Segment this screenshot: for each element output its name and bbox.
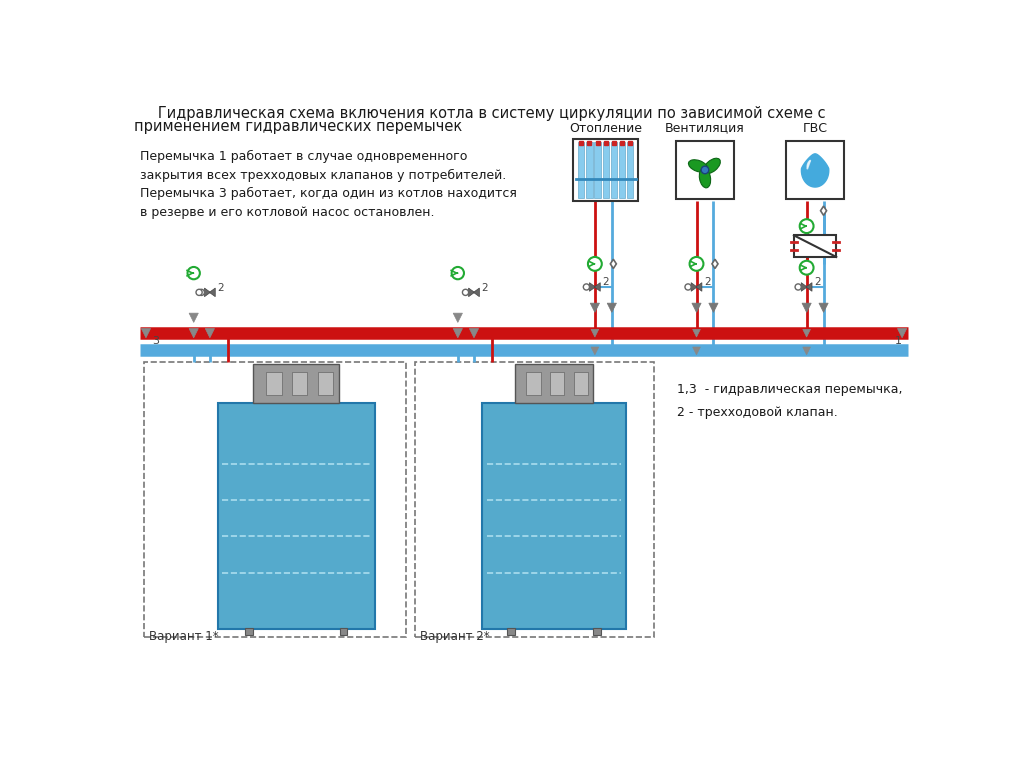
Circle shape [187,267,200,280]
Bar [794,235,837,257]
Text: применением гидравлических перемычек: применением гидравлических перемычек [134,119,463,134]
Polygon shape [820,206,826,215]
Polygon shape [802,154,828,187]
Ellipse shape [703,158,720,174]
Polygon shape [692,303,701,313]
Text: Вентиляция: Вентиляция [666,121,744,134]
Bar [340,627,347,635]
Polygon shape [696,283,701,291]
Polygon shape [803,347,810,355]
Polygon shape [607,303,616,313]
Bar [218,403,375,629]
Text: 2: 2 [814,277,821,287]
Text: Перемычка 1 работает в случае одновременного
закрытия всех трехходовых клапанов : Перемычка 1 работает в случае одновремен… [140,150,517,219]
Polygon shape [594,283,600,291]
Bar [507,627,515,635]
Polygon shape [454,313,463,323]
Circle shape [196,290,202,296]
Polygon shape [469,288,474,296]
Text: 1: 1 [894,336,901,346]
Polygon shape [591,347,599,355]
Circle shape [199,290,205,296]
Text: 1,3  - гидравлическая перемычка,
2 - трехходовой клапан.: 1,3 - гидравлическая перемычка, 2 - трех… [677,383,903,419]
Polygon shape [610,260,616,269]
Text: Вариант 2*: Вариант 2* [420,630,489,643]
Bar [676,141,734,199]
Text: 2: 2 [217,283,224,293]
Bar [579,142,585,197]
Polygon shape [692,329,700,337]
Polygon shape [712,260,718,269]
Polygon shape [807,161,811,169]
Bar [618,142,625,197]
Bar [602,142,608,197]
Bar [587,142,593,197]
Circle shape [685,284,691,290]
Bar [595,142,601,197]
Text: 2: 2 [602,277,609,287]
Polygon shape [205,288,210,296]
Bar [573,372,588,396]
Ellipse shape [699,168,711,188]
Bar [526,372,541,396]
Polygon shape [189,313,199,323]
Polygon shape [473,288,479,296]
Circle shape [588,257,602,271]
Bar [482,403,626,629]
Polygon shape [591,329,599,337]
Circle shape [800,219,813,233]
Polygon shape [802,303,811,313]
Polygon shape [469,329,478,338]
Polygon shape [205,329,214,338]
Bar [266,372,282,396]
Text: 2: 2 [481,283,488,293]
Text: 3: 3 [153,336,159,346]
Polygon shape [709,303,718,313]
Bar [416,362,654,637]
Polygon shape [897,329,906,338]
Polygon shape [801,283,807,291]
Circle shape [795,284,801,290]
Bar [550,372,564,396]
Bar [627,142,633,197]
Polygon shape [691,283,697,291]
Polygon shape [819,303,828,313]
Bar [253,365,340,403]
Polygon shape [692,347,700,355]
Bar [144,362,407,637]
Circle shape [689,257,703,271]
Polygon shape [209,288,215,296]
Polygon shape [590,303,599,313]
Text: Вариант 1*: Вариант 1* [150,630,219,643]
Polygon shape [454,329,463,338]
Text: Отопление: Отопление [569,121,642,134]
Polygon shape [141,329,151,338]
Circle shape [800,261,813,275]
Bar [292,372,307,396]
Circle shape [701,166,709,174]
Bar [785,141,845,199]
Bar [610,142,616,197]
Bar [573,139,638,200]
Bar [246,627,253,635]
Bar [514,365,593,403]
Polygon shape [803,329,810,337]
Circle shape [463,290,469,296]
Text: Гидравлическая схема включения котла в систему циркуляции по зависимой схеме с: Гидравлическая схема включения котла в с… [144,106,826,121]
Bar [317,372,334,396]
Circle shape [452,267,464,280]
Text: ГВС: ГВС [803,121,827,134]
Bar [593,627,601,635]
Circle shape [584,284,590,290]
Polygon shape [189,329,199,338]
Text: 2: 2 [705,277,711,287]
Polygon shape [806,283,812,291]
Ellipse shape [688,160,708,172]
Polygon shape [590,283,595,291]
